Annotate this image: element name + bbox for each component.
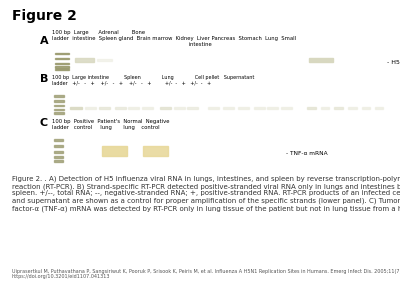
Bar — [99, 106, 110, 109]
Bar — [55, 69, 69, 70]
Bar — [54, 109, 64, 110]
Text: B: B — [40, 74, 48, 83]
Bar — [54, 95, 64, 97]
Bar — [55, 58, 69, 59]
Bar — [70, 106, 82, 109]
Bar — [348, 106, 356, 109]
Bar — [374, 106, 383, 109]
Bar — [55, 63, 69, 64]
Bar — [54, 156, 64, 158]
Bar — [309, 58, 332, 61]
Bar — [208, 106, 219, 109]
Text: - H5: - H5 — [387, 60, 400, 65]
Bar — [187, 106, 198, 109]
Bar — [54, 105, 64, 106]
Bar — [54, 112, 64, 113]
Text: - TNF-α mRNA: - TNF-α mRNA — [286, 151, 328, 156]
Bar — [223, 106, 234, 109]
Bar — [54, 100, 64, 102]
Text: Uiprasertkul M, Puthavathana P, Sangsiriwut K, Pooruk P, Srisook K, Peiris M, et: Uiprasertkul M, Puthavathana P, Sangsiri… — [12, 268, 400, 279]
Bar — [85, 106, 96, 109]
Text: 100 bp  Large      Adrenal        Bone
ladder  intestine  Spleen gland  Brain ma: 100 bp Large Adrenal Bone ladder intesti… — [52, 30, 296, 46]
Bar — [115, 106, 126, 109]
Bar — [75, 58, 94, 61]
Text: 100 bp  Large intestine          Spleen              Lung              Cell pell: 100 bp Large intestine Spleen Lung Cell … — [52, 75, 254, 86]
Bar — [143, 146, 168, 156]
Bar — [267, 106, 278, 109]
Bar — [160, 106, 171, 109]
Bar — [54, 151, 64, 153]
Text: Figure 2. . A) Detection of H5 influenza viral RNA in lungs, intestines, and spl: Figure 2. . A) Detection of H5 influenza… — [12, 176, 400, 212]
Bar — [307, 106, 316, 109]
Text: A: A — [40, 36, 49, 46]
Bar — [254, 106, 265, 109]
Text: Figure 2: Figure 2 — [12, 9, 77, 23]
Text: C: C — [40, 118, 48, 128]
Bar — [54, 139, 64, 141]
Bar — [102, 146, 127, 156]
Bar — [238, 106, 249, 109]
Bar — [281, 106, 292, 109]
Bar — [54, 160, 64, 162]
Bar — [142, 106, 153, 109]
Bar — [54, 145, 64, 147]
Bar — [128, 106, 139, 109]
Bar — [97, 59, 112, 61]
Bar — [174, 106, 185, 109]
Bar — [321, 106, 330, 109]
Bar — [334, 106, 342, 109]
Bar — [362, 106, 370, 109]
Text: 100 bp  Positive  Patient's  Normal  Negative
ladder   control     lung       lu: 100 bp Positive Patient's Normal Negativ… — [52, 119, 170, 130]
Bar — [55, 53, 69, 54]
Bar — [55, 67, 69, 68]
